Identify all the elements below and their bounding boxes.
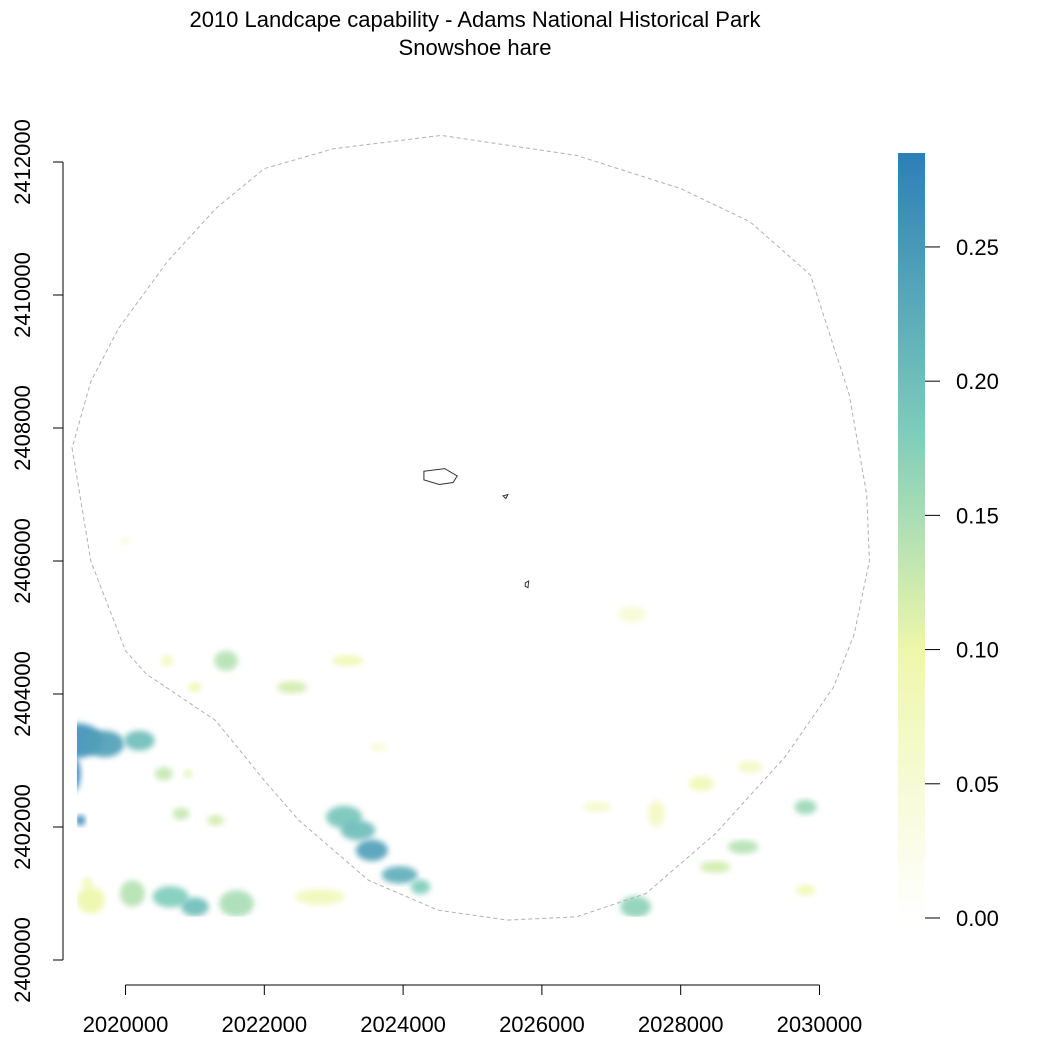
y-tick-label-4: 2408000 [10,385,35,471]
raster-patch-19 [727,840,759,854]
map-title-line1: 2010 Landcape capability - Adams Nationa… [189,7,761,32]
raster-patch-16 [295,888,345,905]
capability-raster [76,537,817,917]
x-tick-label-5: 2030000 [777,1012,863,1037]
raster-patch-34 [81,877,93,890]
map-subtitle: Snowshoe hare [398,35,552,60]
raster-patch-36 [795,884,816,896]
map-title: 2010 Landcape capability - Adams Nationa… [0,6,950,62]
raster-patch-26 [214,650,238,671]
legend-color-bar [898,153,925,918]
raster-patch-15 [76,886,105,914]
raster-patch-20 [794,799,817,815]
park-boundary-0 [423,468,458,486]
raster-patch-3 [76,758,81,789]
legend-tick-label-3: 0.15 [956,503,999,528]
y-tick-label-0: 2400000 [10,917,35,1003]
color-legend: 0.00 0.05 0.10 0.15 0.20 0.25 [898,153,999,931]
legend-tick-label-1: 0.05 [956,772,999,797]
raster-patch-33 [183,769,193,778]
x-tick-label-1: 2022000 [221,1012,307,1037]
raster-patch-37 [120,537,131,546]
y-tick-label-3: 2406000 [10,518,35,604]
raster-patch-17 [620,896,651,917]
x-axis: 2020000 2022000 2024000 2026000 2028000 20300… [83,984,863,1037]
raster-patch-14 [219,890,254,917]
legend-tick-label-0: 0.00 [956,906,999,931]
raster-patch-11 [152,886,189,908]
raster-patch-29 [160,654,174,667]
buffer-boundary [71,134,870,921]
legend-tick-label-4: 0.20 [956,369,999,394]
x-tick-label-4: 2028000 [638,1012,724,1037]
raster-patch-4 [76,815,86,826]
y-tick-label-2: 2404000 [10,651,35,737]
y-tick-label-6: 2412000 [10,119,35,205]
raster-patch-31 [172,807,190,820]
raster-patch-10 [410,879,431,895]
raster-patch-28 [331,655,364,667]
x-tick-label-0: 2020000 [83,1012,169,1037]
legend-tick-label-2: 0.10 [956,638,999,663]
y-tick-label-5: 2410000 [10,252,35,338]
raster-patch-12 [181,897,209,917]
outline-layer [71,134,870,921]
raster-patch-32 [207,815,225,826]
raster-patch-2 [124,730,155,751]
raster-patch-30 [188,682,202,693]
raster-patch-21 [737,761,763,774]
raster-patch-13 [119,880,145,907]
x-tick-label-2: 2024000 [360,1012,446,1037]
park-boundary-1 [502,493,509,500]
raster-patch-8 [355,839,388,861]
y-tick-label-1: 2402000 [10,784,35,870]
raster-patch-27 [276,681,308,694]
raster-patch-35 [370,743,388,752]
raster-patch-9 [381,866,418,884]
raster-patch-7 [340,820,376,841]
raster-patch-22 [689,776,714,792]
raster-patch-5 [154,767,173,781]
y-axis: 2400000 2402000 2404000 2406000 2408000 24100… [10,119,64,1003]
raster-patch-23 [583,801,612,813]
park-boundary-2 [524,580,530,589]
legend-tick-label-5: 0.25 [956,235,999,260]
raster-patch-1 [85,730,125,758]
raster-patch-24 [648,800,665,827]
raster-patch-18 [700,860,731,873]
raster-patch-25 [618,606,646,623]
x-tick-label-3: 2026000 [499,1012,585,1037]
